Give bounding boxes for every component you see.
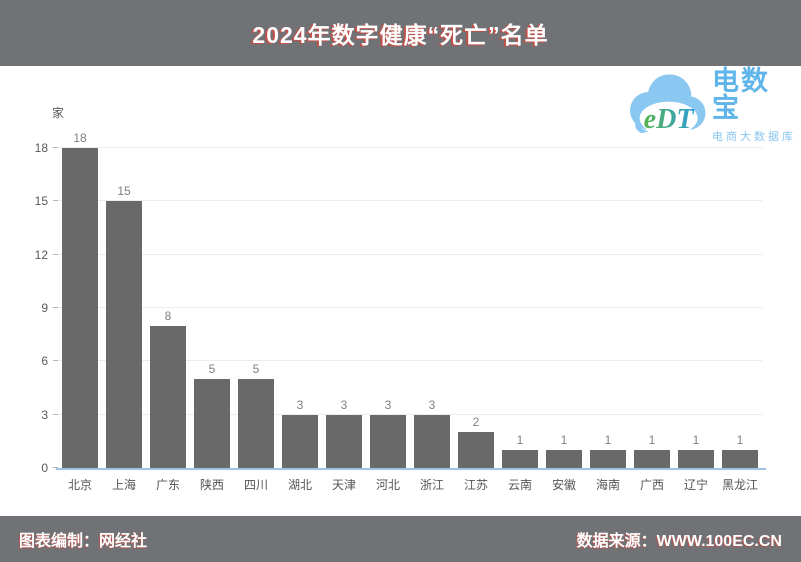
x-tick-label: 湖北: [287, 478, 312, 492]
footer-bar: 图表编制：网经社 数据来源：WWW.100EC.CN: [0, 516, 801, 562]
gridline: [58, 147, 762, 148]
bar-value-label: 3: [428, 397, 436, 412]
x-tick-label: 辽宁: [683, 478, 708, 492]
y-tick-label: 15: [34, 194, 48, 209]
bar-value-label: 1: [516, 433, 524, 448]
logo-text-block: 电数宝 电商大数据库: [712, 68, 798, 144]
x-tick-label: 北京: [67, 478, 92, 492]
y-tick-mark: [53, 413, 58, 415]
y-tick-label: 6: [41, 354, 48, 369]
bar-value-label: 5: [252, 362, 260, 377]
x-tick-label: 黑龙江: [721, 478, 758, 492]
y-tick-mark: [53, 467, 58, 468]
footer-credit: 图表编制：网经社: [19, 533, 148, 550]
gridline: [58, 253, 762, 255]
bar-value-label: 5: [208, 362, 216, 377]
logo-brand-name: 电数宝: [712, 66, 770, 123]
x-tick-label: 四川: [243, 478, 268, 492]
logo-subtitle: 电商大数据库: [712, 131, 796, 143]
bar: [502, 450, 538, 468]
x-tick-label: 河北: [375, 478, 400, 492]
gridline: [58, 360, 762, 362]
bar: [634, 450, 670, 468]
y-tick-mark: [53, 360, 58, 362]
x-tick-label: 海南: [595, 478, 620, 492]
bar-value-label: 1: [692, 433, 700, 448]
y-tick-label: 0: [41, 461, 48, 475]
x-tick-label: 安徽: [551, 478, 576, 492]
x-tick-label: 天津: [331, 478, 356, 492]
page-title: 2024年数字健康“死亡”名单: [252, 22, 549, 48]
y-tick-mark: [53, 307, 58, 308]
x-tick-label: 浙江: [419, 478, 444, 492]
x-axis-line: [56, 468, 766, 470]
bar: [326, 414, 362, 468]
edt-logo: eDT 电数宝 电商大数据库: [622, 68, 798, 144]
bar: [722, 450, 758, 468]
bar: [414, 414, 450, 468]
y-axis-unit-label: 家: [52, 106, 65, 120]
y-tick-mark: [53, 253, 58, 255]
bar-value-label: 1: [736, 433, 744, 448]
bar-value-label: 3: [296, 397, 304, 412]
cloud-logo-icon: eDT: [630, 74, 706, 135]
x-tick-label: 江苏: [463, 478, 488, 492]
bar: [238, 379, 274, 468]
bar-value-label: 15: [117, 184, 131, 199]
edt-logo-text: eDT: [644, 104, 696, 135]
gridline: [58, 413, 762, 415]
bar: [194, 379, 230, 468]
bar: [546, 450, 582, 468]
y-tick-label: 12: [34, 247, 48, 262]
bar: [106, 201, 142, 468]
bar-value-label: 1: [648, 433, 656, 448]
x-tick-label: 云南: [507, 478, 532, 492]
x-tick-label: 陕西: [199, 478, 224, 492]
y-tick-label: 3: [41, 407, 48, 422]
y-tick-label: 9: [41, 301, 48, 315]
bar-value-label: 1: [604, 433, 612, 448]
bar-value-label: 1: [560, 433, 568, 448]
bar: [370, 414, 406, 468]
bar-value-label: 18: [73, 131, 87, 145]
y-tick-label: 18: [34, 141, 48, 155]
gridline: [58, 200, 762, 202]
bar-value-label: 2: [472, 415, 480, 430]
bar-value-label: 8: [164, 308, 172, 323]
bar-value-label: 3: [340, 397, 348, 412]
bar: [678, 450, 714, 468]
x-tick-label: 广东: [155, 478, 180, 492]
y-tick-mark: [53, 200, 58, 202]
x-tick-label: 广西: [639, 478, 664, 492]
bar: [150, 325, 186, 468]
bar: [282, 414, 318, 468]
bar-value-label: 3: [384, 397, 392, 412]
footer-source: 数据来源：WWW.100EC.CN: [576, 533, 782, 550]
x-tick-label: 上海: [111, 478, 136, 492]
bar: [590, 450, 626, 468]
bar: [62, 148, 98, 468]
bar: [458, 432, 494, 468]
header-bar: 2024年数字健康“死亡”名单: [0, 0, 801, 66]
gridline: [58, 307, 762, 308]
plot-area: 0 3 6 9 12 15 18 18 北京 15 上海 8 广东 5 陕西 5 四川 3 湖北 3 天津 3 河北 3 浙江 2…: [35, 131, 766, 492]
y-tick-mark: [53, 147, 58, 148]
